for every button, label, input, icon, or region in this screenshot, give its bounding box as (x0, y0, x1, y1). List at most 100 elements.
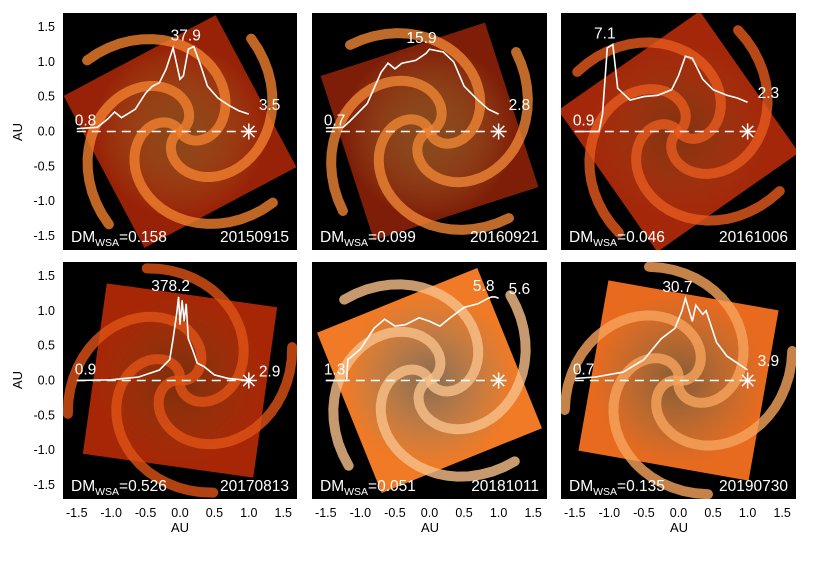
earth-marker (739, 123, 756, 140)
x-tick-label: -1.0 (599, 506, 621, 520)
earth-marker (490, 123, 507, 140)
end-value-label: 5.6 (509, 281, 531, 298)
x-tick-label: 0.5 (704, 506, 721, 520)
solar-wind-image (561, 262, 796, 499)
y-tick-label: 1.5 (38, 269, 55, 283)
spiral-arm (651, 346, 796, 451)
density-profile-line (76, 296, 249, 382)
x-tick-label: -1.0 (350, 506, 372, 520)
spiral-arm (666, 25, 773, 179)
spiral-arm (572, 37, 726, 144)
y-tick-label: -1.5 (33, 229, 55, 243)
peak-value-label: 7.1 (594, 25, 616, 42)
spiral-arm (63, 311, 207, 419)
x-tick-label: -1.5 (315, 506, 337, 520)
y-tick-label: -1.0 (33, 194, 55, 208)
y-axis-label-top: AU (10, 123, 25, 141)
y-tick-label: 1.0 (38, 55, 55, 69)
x-tick-label: 0.0 (670, 506, 687, 520)
earth-marker (739, 372, 756, 389)
dm-wsa-label: DMWSA=0.526 (71, 478, 167, 498)
spiral-arm (375, 364, 520, 482)
dm-wsa-label: DMWSA=0.046 (569, 229, 665, 249)
date-label: 20181011 (471, 478, 539, 495)
y-tick-label: -0.5 (33, 408, 55, 422)
y-tick-label: -1.5 (33, 478, 55, 492)
x-tick-label: 0.0 (171, 506, 188, 520)
start-value-label: 0.7 (573, 362, 595, 379)
spiral-arm (326, 75, 447, 216)
spiral-arm (129, 117, 278, 229)
x-tick-label: -1.5 (66, 506, 88, 520)
panel-20161006: 0.9 7.1 2.3 DMWSA=0.046 20161006 (561, 13, 796, 250)
spiral-arm (82, 34, 231, 146)
x-tick-label: 1.0 (739, 506, 756, 520)
end-value-label: 2.8 (509, 97, 531, 114)
x-tick-label: 0.5 (455, 506, 472, 520)
spiral-arm (373, 114, 514, 235)
panels: 0.8 37.9 3.5 DMWSA=0.158 20150915 -1.5 -1.0 -0.… (33, 13, 796, 520)
y-tick-label: -0.5 (33, 159, 55, 173)
date-label: 20150915 (220, 229, 289, 246)
y-tick-label: 1.5 (38, 20, 55, 34)
dm-wsa-label: DMWSA=0.099 (320, 229, 416, 249)
panel-20150915: 0.8 37.9 3.5 DMWSA=0.158 20150915 -1.5 -1.0 -0.… (33, 13, 297, 250)
peak-value-label: 15.9 (406, 30, 436, 47)
x-axis-label-right: AU (670, 520, 688, 535)
y-tick-label: 0.5 (38, 339, 55, 353)
spiral-arm (339, 279, 484, 397)
peak-value-label: 30.7 (662, 279, 692, 296)
spiral-arm (328, 326, 446, 471)
x-tick-label: 1.0 (490, 506, 507, 520)
spiral-arm (644, 262, 749, 408)
end-value-label: 3.9 (758, 353, 780, 370)
y-tick-label: -1.0 (33, 443, 55, 457)
y-tick-label: 0.5 (38, 90, 55, 104)
spiral-arm (608, 353, 713, 499)
solar-wind-image (320, 22, 539, 241)
earth-marker (240, 123, 257, 140)
x-tick-label: -0.5 (633, 506, 655, 520)
x-tick-label: -1.0 (100, 506, 122, 520)
earth-marker (490, 372, 507, 389)
start-value-label: 0.8 (75, 113, 97, 130)
end-value-label: 2.3 (758, 85, 780, 102)
density-profile-line (574, 43, 748, 133)
solar-wind-image (63, 15, 297, 248)
density-profile-line (76, 44, 250, 130)
date-label: 20170813 (220, 478, 289, 495)
spiral-arms (328, 279, 531, 482)
spiral-arm (631, 119, 785, 226)
solar-wind-image (561, 13, 796, 250)
end-value-label: 2.9 (259, 364, 281, 381)
x-tick-label: 1.5 (524, 506, 541, 520)
earth-marker (240, 372, 257, 389)
date-label: 20160921 (470, 229, 539, 246)
x-tick-label: 1.5 (773, 506, 790, 520)
x-tick-label: -0.5 (384, 506, 406, 520)
spiral-arms (82, 33, 278, 230)
spiral-arm (153, 342, 297, 450)
x-tick-label: -0.5 (135, 506, 157, 520)
x-tick-label: -1.5 (564, 506, 586, 520)
spiral-arm (413, 290, 531, 435)
spiral-arms (572, 25, 785, 238)
x-axis-label-left: AU (171, 520, 189, 535)
spiral-arms (326, 28, 533, 235)
panel-20160921: 0.7 15.9 2.8 DMWSA=0.099 20160921 (312, 13, 547, 250)
spiral-arm (82, 81, 195, 230)
y-tick-label: 1.0 (38, 304, 55, 318)
y-tick-label: 0.0 (38, 374, 55, 388)
density-profile-line (325, 48, 499, 129)
date-label: 20161006 (719, 229, 788, 246)
spiral-arm (141, 263, 249, 407)
panel-20170813: 0.9 378.2 2.9 DMWSA=0.526 20170813 -1.5 -1.0 -0… (33, 262, 297, 520)
dm-wsa-label: DMWSA=0.135 (569, 478, 665, 498)
panel-20190730: 0.7 30.7 3.9 DMWSA=0.135 20190730 -1.5 -1.0 -0.… (561, 262, 796, 520)
spiral-arms (561, 262, 796, 499)
x-tick-label: 1.5 (275, 506, 292, 520)
start-value-label: 0.7 (324, 113, 346, 130)
spiral-arm (584, 84, 691, 238)
density-profile-line (574, 295, 749, 380)
spiral-arm (165, 33, 278, 182)
